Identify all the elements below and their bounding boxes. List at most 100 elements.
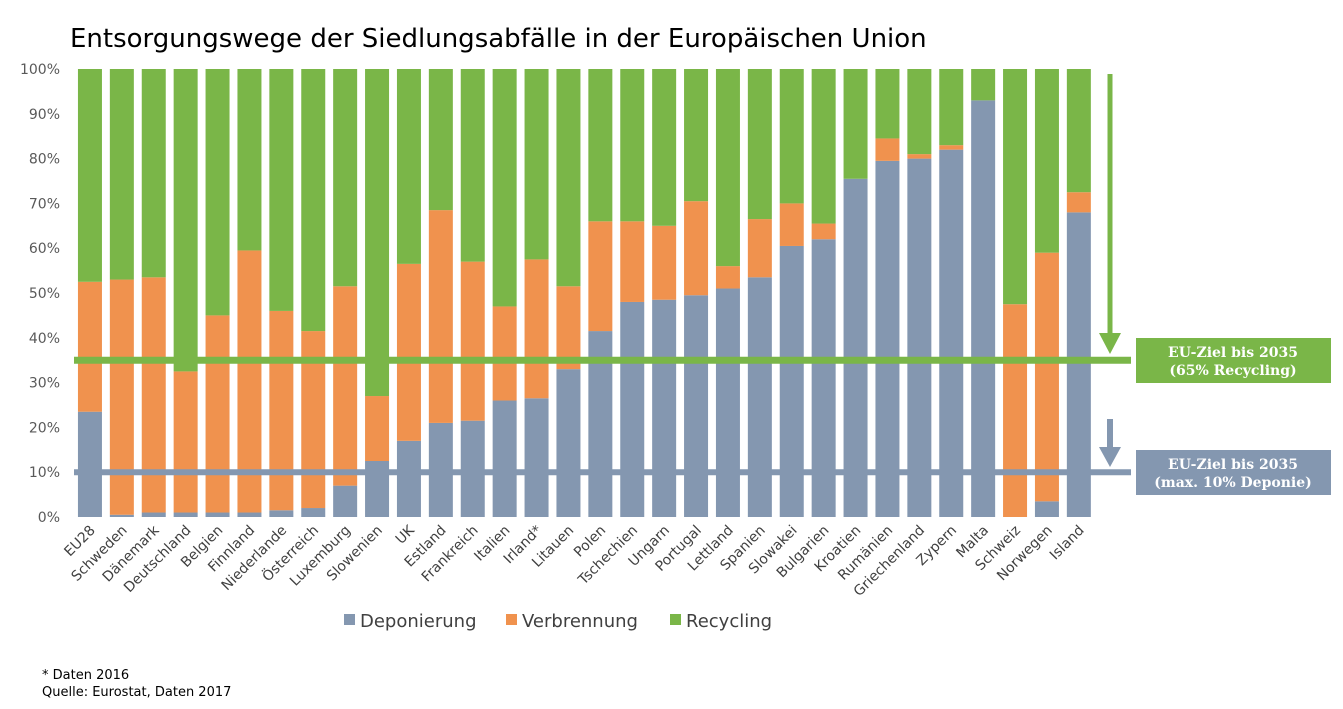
x-axis-labels: EU28SchwedenDänemarkDeutschlandBelgienFi… [61,521,1087,600]
bar-segment-verbrennung [109,279,134,515]
bar-segment-deponierung [333,485,358,517]
bar-segment-recycling [939,69,964,146]
bar-segment-verbrennung [396,263,421,441]
bar-segment-deponierung [652,299,677,517]
bar-segment-verbrennung [875,138,900,161]
bar-segment-verbrennung [428,210,453,423]
bar-segment-recycling [1034,69,1059,253]
bar-segment-recycling [428,69,453,211]
target-box [1136,450,1331,495]
bar-segment-recycling [396,69,421,264]
bar-segment-verbrennung [1003,304,1028,517]
target-lines [74,356,1131,476]
bar-segment-recycling [588,69,613,222]
bar-segment-deponierung [779,245,804,517]
source-note: Quelle: Eurostat, Daten 2017 [42,685,232,700]
bar-segment-recycling [779,69,804,204]
bar-segment-verbrennung [556,286,581,370]
bar-segment-deponierung [907,158,932,517]
legend: Deponierung Verbrennung Recycling [344,611,772,632]
bar-segment-deponierung [939,149,964,517]
target-box-title: EU-Ziel bis 2035 [1168,345,1298,361]
bar-segment-verbrennung [620,221,645,302]
bar-segment-verbrennung [205,315,230,513]
y-tick-label: 60% [29,241,60,257]
y-tick-label: 70% [29,196,60,212]
bar-segment-recycling [141,69,166,278]
legend-label-recycling: Recycling [686,611,772,632]
bar-segment-verbrennung [747,219,772,278]
legend-swatch-deponierung [344,614,355,625]
bar-segment-deponierung [971,100,996,518]
x-tick-label: UK [393,522,419,548]
chart-title: Entsorgungswege der Siedlungsabfälle in … [70,24,927,54]
bar-segment-deponierung [269,510,294,517]
bar-segment-verbrennung [1034,252,1059,502]
bar-segment-deponierung [109,514,134,517]
bar-segment-deponierung [1066,212,1091,518]
y-axis-ticks: 0% 10% 20% 30% 40% 50% 60% 70% 80% 90% 100% [20,62,60,526]
bar-segment-verbrennung [939,145,964,150]
y-tick-label: 40% [29,331,60,347]
arrow-shaft [1107,74,1113,334]
bar-segment-verbrennung [141,277,166,513]
bar-segment-verbrennung [269,310,294,511]
bar-segment-deponierung [875,160,900,517]
bar-segment-deponierung [747,277,772,517]
bar-segment-recycling [460,69,485,262]
bar-segment-recycling [811,69,836,224]
bar-segment-deponierung [684,295,709,517]
bar-segment-deponierung [173,512,198,517]
y-tick-label: 80% [29,152,60,168]
bar-segment-deponierung [205,512,230,517]
bar-segment-recycling [715,69,740,267]
bar-segment-deponierung [715,288,740,517]
bars [77,69,1091,518]
y-tick-label: 50% [29,286,60,302]
bar-segment-recycling [1066,69,1091,193]
y-tick-label: 20% [29,420,60,436]
bar-segment-recycling [907,69,932,155]
bar-segment-verbrennung [77,281,102,412]
bar-segment-recycling [843,69,868,179]
legend-label-verbrennung: Verbrennung [522,611,638,632]
target-box-title: EU-Ziel bis 2035 [1168,457,1298,473]
arrow-head [1099,447,1121,467]
bar-segment-recycling [269,69,294,311]
bar-segment-verbrennung [588,221,613,332]
bar-segment-verbrennung [652,225,677,300]
bar-segment-recycling [237,69,262,251]
bar-segment-deponierung [556,369,581,517]
bar-segment-recycling [333,69,358,287]
bar-segment-deponierung [77,411,102,517]
legend-swatch-verbrennung [506,614,517,625]
bar-segment-recycling [652,69,677,226]
bar-segment-verbrennung [173,371,198,513]
bar-segment-recycling [620,69,645,222]
bar-segment-verbrennung [333,286,358,486]
bar-segment-recycling [684,69,709,202]
bar-segment-recycling [109,69,134,280]
bar-segment-recycling [173,69,198,372]
bar-segment-deponierung [843,178,868,517]
bar-segment-deponierung [460,420,485,517]
target-box [1136,338,1331,383]
bar-segment-recycling [365,69,390,397]
y-tick-label: 30% [29,376,60,392]
bar-segment-deponierung [237,512,262,517]
legend-label-deponierung: Deponierung [360,611,477,632]
bar-segment-deponierung [811,239,836,518]
target-box-subtitle: (65% Recycling) [1169,363,1296,379]
x-tick-label: Island [1047,523,1088,564]
target-annotations: EU-Ziel bis 2035 (65% Recycling) EU-Ziel b… [1099,74,1331,495]
bar-segment-recycling [205,69,230,316]
bar-segment-deponierung [492,400,517,517]
y-tick-label: 0% [38,510,60,526]
bar-segment-recycling [1003,69,1028,305]
arrow-head [1099,333,1121,354]
bar-segment-recycling [492,69,517,307]
bar-segment-recycling [971,69,996,101]
bar-segment-deponierung [1034,501,1059,517]
target-box-subtitle: (max. 10% Deponie) [1154,475,1311,491]
legend-swatch-recycling [670,614,681,625]
